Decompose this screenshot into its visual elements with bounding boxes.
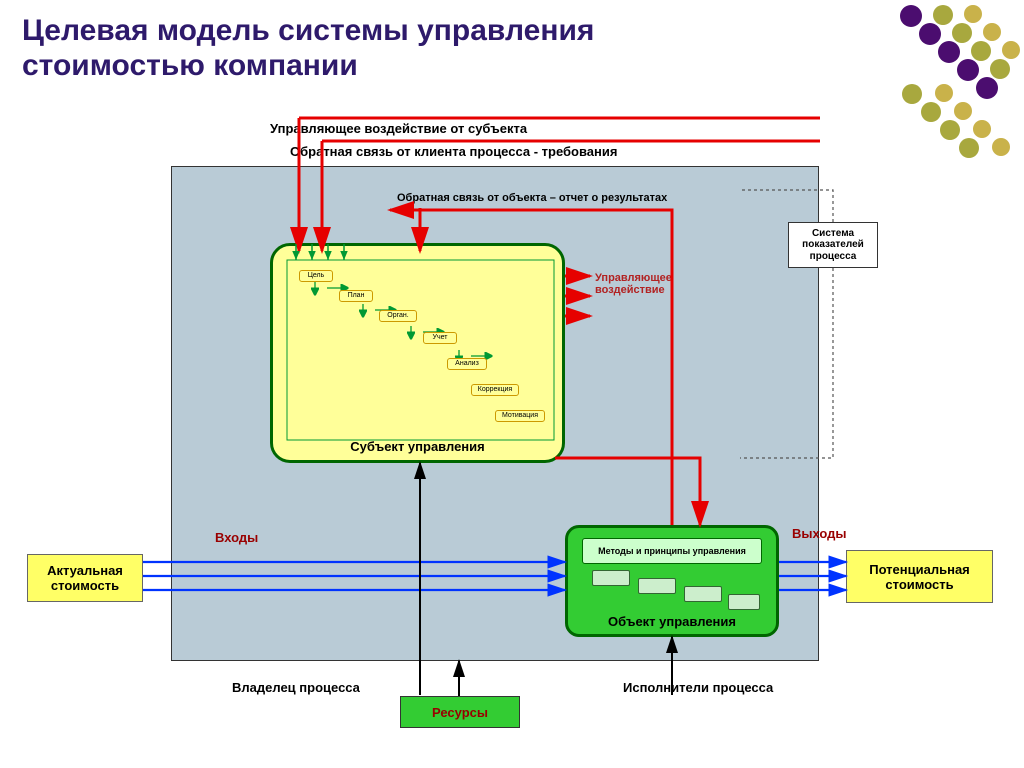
step-motivation: Мотивация (495, 410, 545, 422)
slide-title: Целевая модель системы управления стоимо… (22, 14, 594, 83)
deco-dot (992, 138, 1010, 156)
subject-label: Субъект управления (273, 439, 562, 454)
object-management-box: Методы и принципы управления Объект упра… (565, 525, 779, 637)
deco-dot (959, 138, 979, 158)
deco-dot (935, 84, 953, 102)
step-account: Учет (423, 332, 457, 344)
resources-box: Ресурсы (400, 696, 520, 728)
system-indicators-box: Система показателей процесса (788, 222, 878, 268)
object-mini-3 (684, 586, 722, 602)
object-header: Методы и принципы управления (582, 538, 762, 564)
deco-dot (900, 5, 922, 27)
step-goal: Цель (299, 270, 333, 282)
label-top-control: Управляющее воздействие от субъекта (270, 121, 527, 136)
object-label: Объект управления (568, 614, 776, 629)
deco-dot (954, 102, 972, 120)
performers-label: Исполнители процесса (623, 680, 773, 695)
deco-dot (976, 77, 998, 99)
deco-dot (971, 41, 991, 61)
step-plan: План (339, 290, 373, 302)
deco-dot (938, 41, 960, 63)
label-control-effect: Управляющее воздействие (595, 272, 672, 296)
deco-dot (964, 5, 982, 23)
deco-dot (983, 23, 1001, 41)
step-analysis: Анализ (447, 358, 487, 370)
diagram-canvas: Целевая модель системы управления стоимо… (0, 0, 1024, 768)
deco-dot (902, 84, 922, 104)
outputs-label: Выходы (792, 526, 847, 541)
deco-dot (933, 5, 953, 25)
title-line2: стоимостью компании (22, 49, 358, 82)
title-line1: Целевая модель системы управления (22, 14, 594, 47)
step-correction: Коррекция (471, 384, 519, 396)
object-mini-2 (638, 578, 676, 594)
deco-dot (957, 59, 979, 81)
deco-dot (1002, 41, 1020, 59)
deco-dot (919, 23, 941, 45)
object-mini-1 (592, 570, 630, 586)
step-org: Орган. (379, 310, 417, 322)
owner-label: Владелец процесса (232, 680, 360, 695)
deco-dot (940, 120, 960, 140)
subject-management-box: Цель План Орган. Учет Анализ Коррекция М… (270, 243, 565, 463)
label-top-feedback: Обратная связь от клиента процесса - тре… (290, 144, 617, 159)
label-feedback-object: Обратная связь от объекта – отчет о резу… (397, 192, 667, 204)
deco-dot (952, 23, 972, 43)
object-mini-4 (728, 594, 760, 610)
potential-cost-box: Потенциальная стоимость (846, 550, 993, 603)
deco-dot (990, 59, 1010, 79)
deco-dot (921, 102, 941, 122)
actual-cost-box: Актуальная стоимость (27, 554, 143, 602)
inputs-label: Входы (215, 530, 258, 545)
deco-dot (973, 120, 991, 138)
